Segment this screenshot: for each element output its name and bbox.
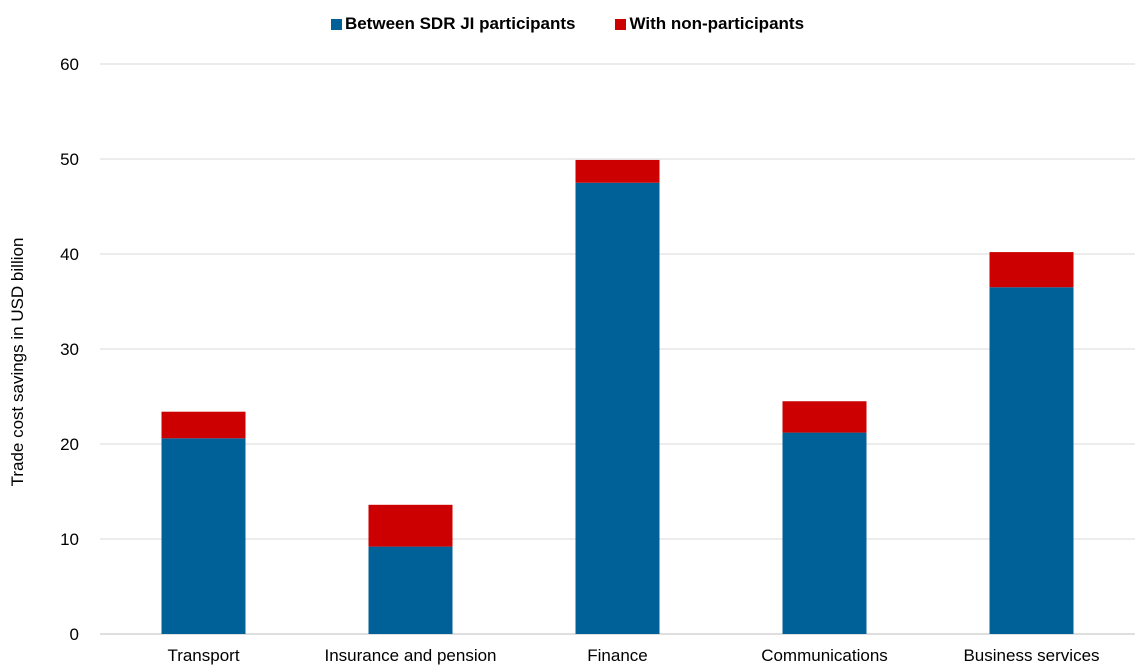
y-tick-label-20: 20 bbox=[60, 435, 79, 454]
y-tick-label-40: 40 bbox=[60, 245, 79, 264]
x-tick-label-3: Finance bbox=[587, 646, 647, 665]
legend-swatch-series-2 bbox=[615, 18, 627, 30]
legend-item-series-2: With non-participants bbox=[615, 14, 804, 34]
y-tick-label-60: 60 bbox=[60, 55, 79, 74]
y-tick-label-0: 0 bbox=[70, 625, 79, 644]
bar-transport-series-1 bbox=[161, 438, 246, 634]
bar-insurance-and-pension-series-1 bbox=[368, 546, 453, 634]
x-tick-label-1: Transport bbox=[167, 646, 239, 665]
bar-transport-series-2 bbox=[161, 411, 246, 439]
legend-swatch-series-1 bbox=[330, 18, 342, 30]
x-tick-label-2: Insurance and pension bbox=[324, 646, 496, 665]
bar-business-services-series-1 bbox=[989, 287, 1074, 634]
bar-finance-series-1 bbox=[575, 182, 660, 634]
y-tick-label-30: 30 bbox=[60, 340, 79, 359]
chart-legend: Between SDR JI participants With non-par… bbox=[0, 14, 1135, 34]
y-tick-label-50: 50 bbox=[60, 150, 79, 169]
legend-label-series-2: With non-participants bbox=[629, 14, 805, 33]
bar-communications-series-2 bbox=[782, 401, 867, 433]
bar-finance-series-2 bbox=[575, 159, 660, 183]
x-tick-label-5: Business services bbox=[963, 646, 1099, 665]
legend-label-series-1: Between SDR JI participants bbox=[344, 14, 576, 33]
bar-insurance-and-pension-series-2 bbox=[368, 504, 453, 547]
bar-business-services-series-2 bbox=[989, 252, 1074, 288]
legend-item-series-1: Between SDR JI participants bbox=[330, 14, 576, 34]
y-tick-label-10: 10 bbox=[60, 530, 79, 549]
x-tick-label-4: Communications bbox=[761, 646, 888, 665]
bar-communications-series-1 bbox=[782, 432, 867, 634]
